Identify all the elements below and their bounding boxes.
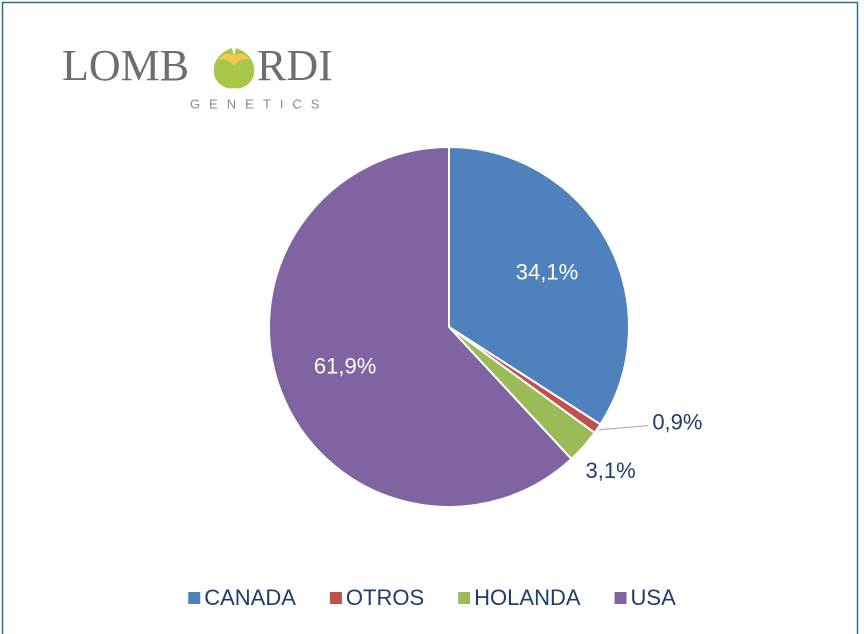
legend-swatch bbox=[458, 592, 471, 604]
legend-label: HOLANDA bbox=[474, 585, 581, 610]
logo: LOMB RDI GENETICS bbox=[62, 41, 333, 111]
legend-label: USA bbox=[631, 585, 677, 610]
legend-swatch bbox=[614, 592, 627, 604]
logo-leaf-top bbox=[218, 53, 250, 66]
logo-right: RDI bbox=[257, 41, 333, 90]
legend-swatch bbox=[329, 592, 342, 604]
logo-left: LOMB bbox=[62, 41, 189, 90]
legend-label: OTROS bbox=[346, 585, 424, 610]
leader-line bbox=[599, 425, 649, 431]
pie-slice bbox=[268, 145, 573, 508]
legend-swatch bbox=[188, 592, 201, 604]
logo-subtitle: GENETICS bbox=[190, 96, 328, 111]
data-label: 34,1% bbox=[516, 259, 578, 284]
data-label: 0,9% bbox=[652, 409, 702, 434]
legend-label: CANADA bbox=[204, 585, 296, 610]
data-label: 61,9% bbox=[314, 354, 376, 379]
data-label: 3,1% bbox=[585, 458, 635, 483]
